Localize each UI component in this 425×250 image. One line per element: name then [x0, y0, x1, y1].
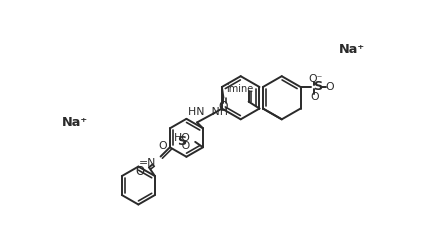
Text: S: S	[313, 80, 322, 94]
Text: O: O	[310, 92, 319, 102]
Text: =N: =N	[139, 158, 156, 168]
Text: O⁻: O⁻	[309, 74, 323, 84]
Text: S: S	[177, 136, 186, 148]
Text: O: O	[135, 166, 144, 178]
Text: O    O: O O	[159, 141, 190, 151]
Text: Na⁺: Na⁺	[62, 116, 88, 129]
Text: HO: HO	[174, 133, 190, 143]
Text: O: O	[325, 82, 334, 92]
Text: HN  NH: HN NH	[188, 108, 228, 118]
Text: Na⁺: Na⁺	[338, 43, 365, 56]
Text: O: O	[218, 100, 228, 114]
Text: imine: imine	[226, 84, 253, 94]
